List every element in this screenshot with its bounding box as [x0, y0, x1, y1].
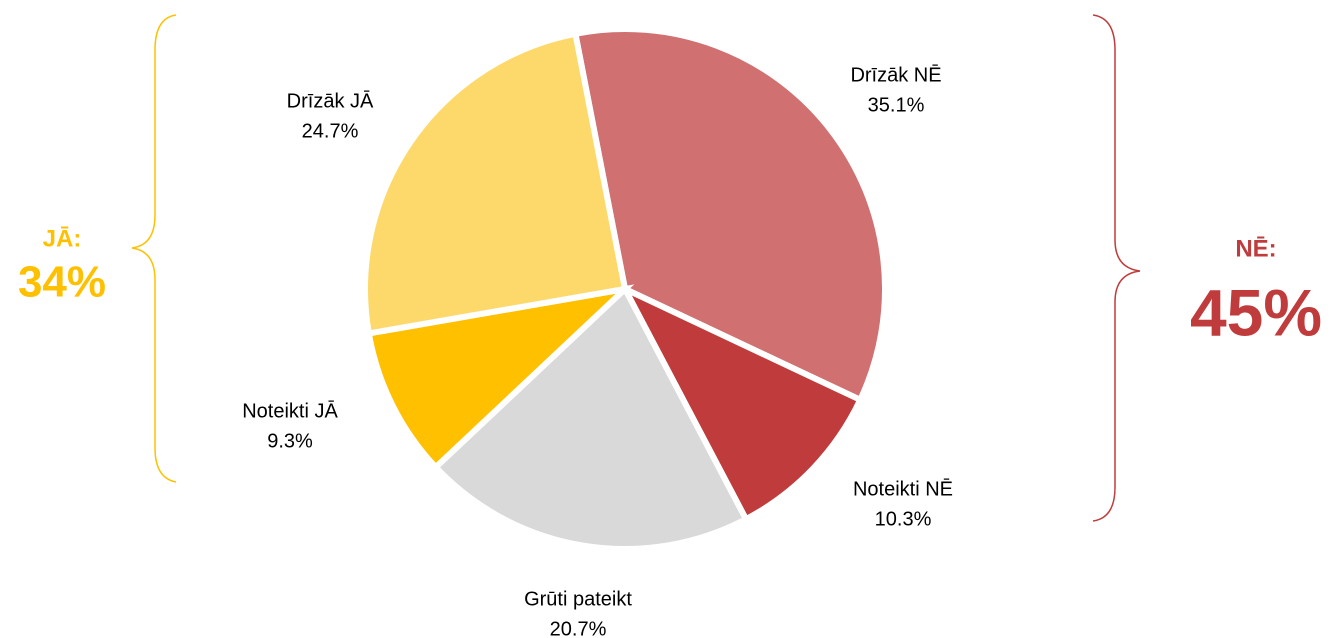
summary-annotation: 45%	[1190, 275, 1322, 349]
slice-label: Grūti pateikt	[524, 588, 632, 610]
right-brace	[1092, 14, 1141, 522]
pie-slice	[618, 282, 865, 524]
slice-value: 10.3%	[875, 508, 932, 530]
pie-slice	[431, 284, 751, 552]
slice-value: 35.1%	[868, 94, 925, 116]
slice-label: Noteikti NĒ	[853, 477, 953, 500]
pie-slice	[362, 30, 629, 337]
slice-value: 9.3%	[267, 430, 313, 452]
summary-annotation: JĀ:	[43, 225, 82, 252]
slice-value: 24.7%	[302, 120, 359, 142]
slice-label: Drīzāk NĒ	[850, 63, 941, 86]
pie-slice	[571, 26, 888, 404]
slice-value: 20.7%	[550, 618, 607, 638]
pie-slice	[365, 284, 635, 472]
left-brace	[131, 14, 177, 483]
summary-annotation: 34%	[18, 258, 106, 307]
slice-label: Noteikti JĀ	[242, 399, 338, 422]
slice-label: Drīzāk JĀ	[287, 89, 374, 112]
summary-annotation: NĒ:	[1235, 235, 1276, 262]
